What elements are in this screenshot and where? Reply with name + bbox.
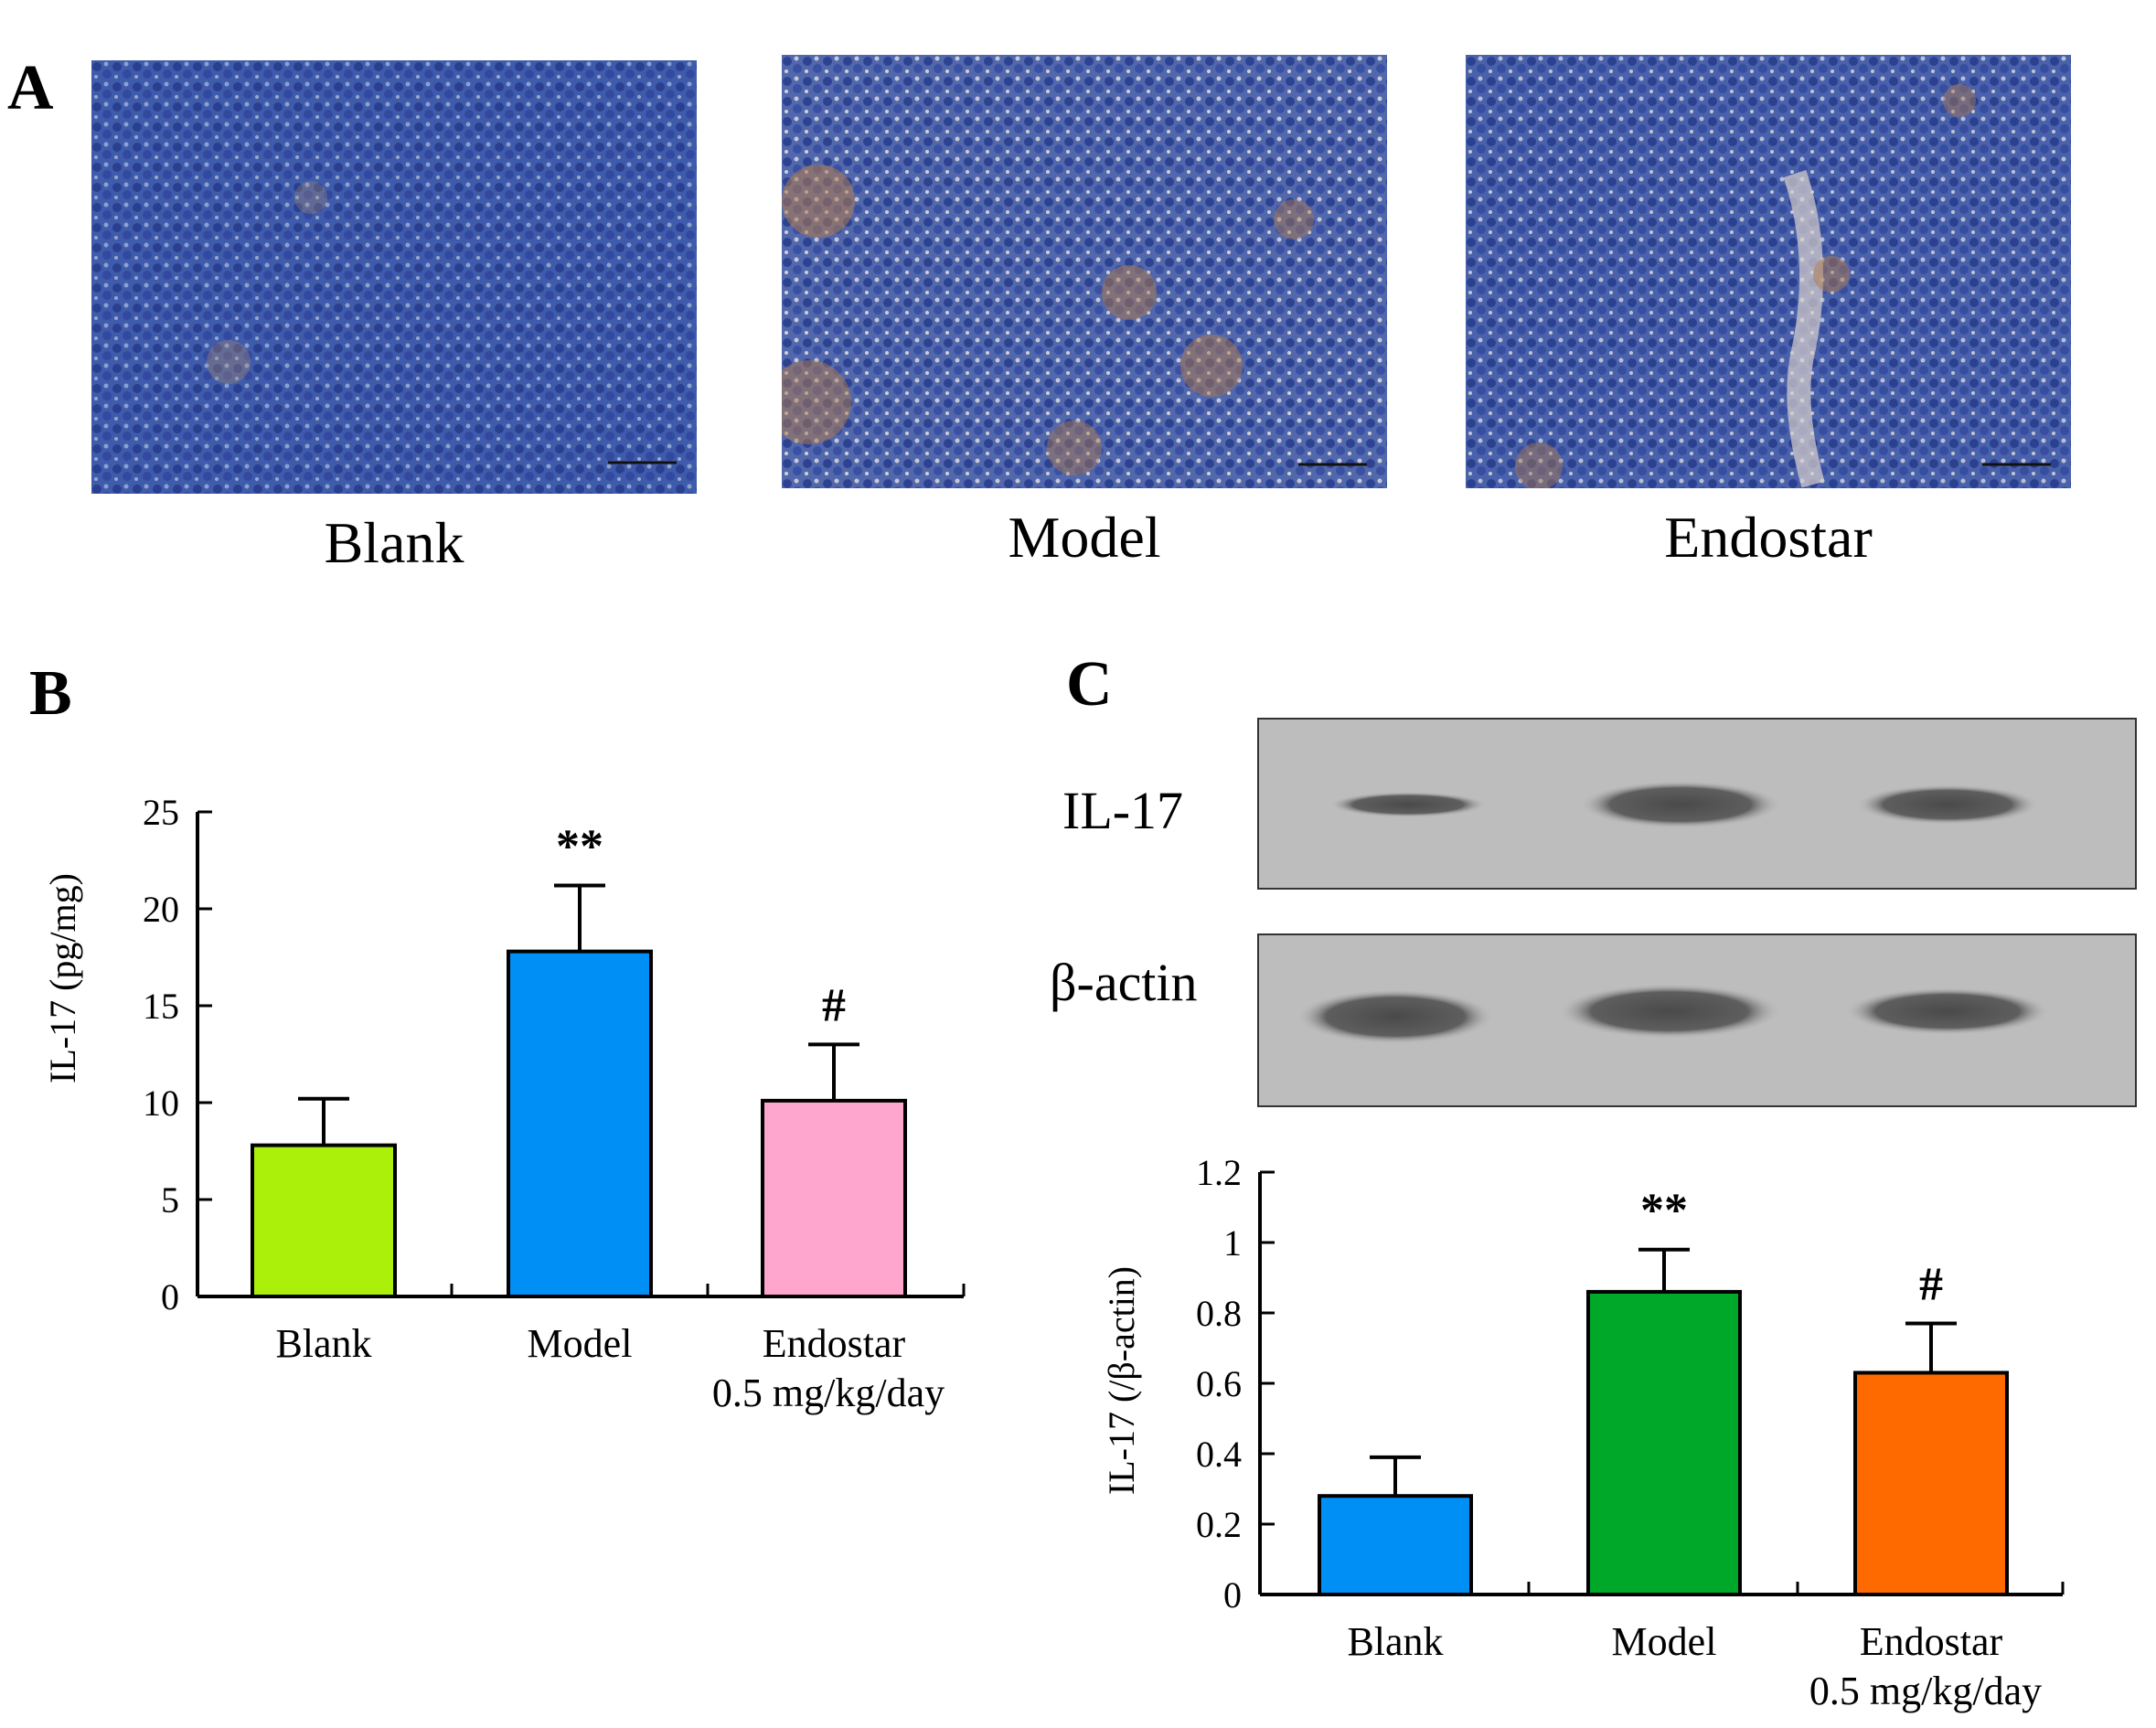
- chart-b-y-axis-title: IL-17 (pg/mg): [42, 873, 83, 1083]
- micrograph-model: [782, 55, 1387, 488]
- panel-c-letter: C: [1066, 649, 1113, 720]
- y-tick-label-5: 25: [143, 792, 179, 833]
- micrograph-model-caption: Model: [1008, 505, 1161, 570]
- x-category-label-blank: Blank: [1347, 1619, 1443, 1664]
- y-tick-label-5: 1: [1223, 1222, 1242, 1264]
- bar-endostar: [761, 1098, 907, 1298]
- x-category-label-blank: Blank: [275, 1321, 371, 1366]
- y-tick-label-3: 0.6: [1196, 1363, 1242, 1404]
- blot-band-actin-model: [1558, 984, 1781, 1039]
- y-tick-label-0: 0: [161, 1276, 179, 1317]
- y-tick-label-0: 0: [1223, 1574, 1242, 1616]
- blot-band-actin-endostar: [1845, 987, 2050, 1035]
- x-category-label-endostar: Endostar: [763, 1321, 906, 1366]
- micrograph-blank-caption: Blank: [324, 510, 464, 575]
- chart-c-axes: 0 0.2 0.4 0.6 0.8 1 1.2 Blank Model Endostar 0.5 m…: [1196, 1152, 2065, 1713]
- x-category-label-endostar: Endostar: [1860, 1619, 2003, 1664]
- panel-a-letter: A: [7, 53, 54, 123]
- significance-mark-1: **: [556, 821, 603, 873]
- blot-label-il17: IL-17: [1062, 781, 1184, 840]
- x-category-label-model: Model: [1612, 1619, 1717, 1664]
- blot-band-il17-endostar: [1856, 784, 2039, 825]
- bar-blank: [251, 1143, 397, 1299]
- x-category-label-model: Model: [528, 1321, 633, 1366]
- micrograph-blank: [91, 60, 697, 494]
- micrograph-endostar-texture: [1466, 55, 2071, 488]
- x-category-sublabel-endostar: 0.5 mg/kg/day: [712, 1371, 945, 1415]
- micrograph-endostar: [1466, 55, 2071, 488]
- y-tick-label-1: 5: [161, 1179, 179, 1221]
- blot-band-actin-blank: [1297, 989, 1494, 1044]
- y-tick-label-2: 0.4: [1196, 1434, 1242, 1475]
- chart-b-axes: 0 5 10 15 20 25 Blank Model Endostar 0.5 mg/kg/da…: [143, 792, 966, 1415]
- y-tick-label-3: 15: [143, 986, 179, 1027]
- micrograph-model-texture: [782, 55, 1387, 488]
- micrograph-endostar-caption: Endostar: [1664, 505, 1873, 570]
- blot-label-beta-actin: β-actin: [1050, 953, 1198, 1012]
- y-tick-label-4: 0.8: [1196, 1293, 1242, 1334]
- significance-mark-2: #: [822, 979, 846, 1031]
- blot-band-il17-blank: [1329, 792, 1487, 817]
- bar-blank: [1318, 1494, 1473, 1596]
- panel-b-letter: B: [29, 658, 72, 729]
- bar-model: [1586, 1289, 1742, 1597]
- y-tick-label-4: 20: [143, 889, 179, 930]
- x-category-sublabel-endostar: 0.5 mg/kg/day: [1809, 1669, 2042, 1713]
- y-tick-label-6: 1.2: [1196, 1152, 1242, 1193]
- significance-mark-2: #: [1919, 1259, 1943, 1311]
- significance-mark-1: **: [1640, 1185, 1688, 1237]
- blot-band-il17-model: [1580, 781, 1781, 828]
- bar-endostar: [1853, 1371, 2009, 1596]
- chart-c-y-axis-title: IL-17 (/β-actin): [1101, 1266, 1142, 1495]
- y-tick-label-1: 0.2: [1196, 1504, 1242, 1545]
- bar-model: [507, 949, 653, 1298]
- y-tick-label-2: 10: [143, 1083, 179, 1124]
- micrograph-blank-texture: [91, 60, 697, 494]
